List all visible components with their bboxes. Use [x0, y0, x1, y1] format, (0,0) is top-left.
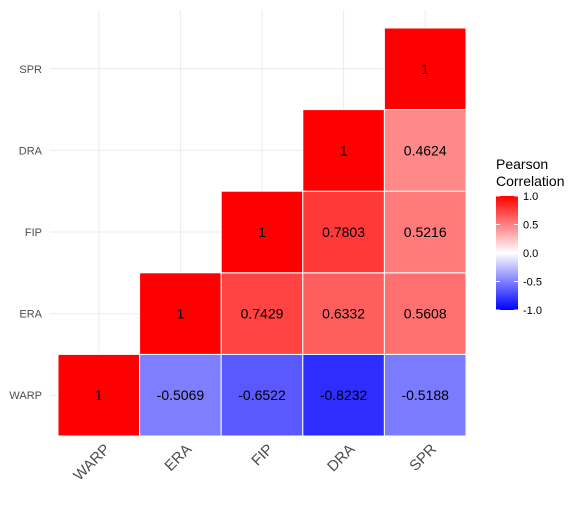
x-tick-label-fip: FIP	[248, 441, 277, 470]
cell-label-dra-era: 0.6332	[322, 306, 365, 322]
x-tick-label-warp: WARP	[70, 441, 113, 484]
y-tick-label-dra: DRA	[19, 145, 43, 157]
legend-ticks: 1.0 0.5 0.0 -0.5 -1.0	[496, 191, 542, 317]
heatmap-cell-fip-fip	[220, 190, 304, 274]
y-tick-label-fip: FIP	[25, 227, 42, 239]
cell-label-fip-warp: -0.6522	[238, 387, 286, 403]
cell-label-dra-dra: 1	[340, 142, 348, 158]
legend-tick-label: 1.0	[523, 191, 538, 203]
heatmap-cell-spr-fip	[383, 190, 467, 274]
legend: Pearson Correlation 1.0 0.5 0.0 -0.5 -1.0	[496, 156, 564, 317]
y-tick-label-spr: SPR	[19, 64, 42, 76]
heatmap-cell-spr-dra	[383, 109, 467, 192]
cell-label-spr-spr: 1	[421, 61, 429, 77]
heatmap-cells: 1 -0.5069 -0.6522 -0.8232 -0.5188 1 0.7429 0.63…	[57, 27, 467, 437]
heatmap-cell-dra-fip	[302, 190, 385, 274]
x-tick-label-dra: DRA	[324, 441, 358, 475]
cell-label-era-era: 1	[177, 306, 185, 322]
cell-label-spr-warp: -0.5188	[401, 387, 449, 403]
heatmap-cell-spr-era	[383, 272, 467, 355]
cell-label-dra-fip: 0.7803	[322, 224, 365, 240]
cell-label-fip-fip: 1	[258, 224, 266, 240]
heatmap-cell-era-era	[139, 272, 222, 355]
heatmap-cell-spr-spr	[383, 27, 467, 111]
x-tick-label-spr: SPR	[406, 441, 440, 475]
cell-label-era-warp: -0.5069	[157, 387, 205, 403]
legend-colorbar	[496, 196, 518, 310]
cell-label-spr-fip: 0.5216	[404, 224, 447, 240]
heatmap-cell-dra-dra	[302, 109, 385, 192]
cell-label-spr-era: 0.5608	[404, 306, 447, 322]
legend-title-line-2: Correlation	[496, 173, 564, 189]
x-axis-tick-labels: WARP ERA FIP DRA SPR	[70, 441, 440, 485]
legend-tick-label: -0.5	[523, 277, 542, 289]
cell-label-warp-warp: 1	[95, 387, 103, 403]
legend-title-line-1: Pearson	[496, 156, 548, 172]
legend-tick-label: 0.5	[523, 220, 538, 232]
cell-label-fip-era: 0.7429	[241, 306, 284, 322]
cell-label-spr-dra: 0.4624	[404, 142, 447, 158]
y-axis-tick-labels: WARP ERA FIP DRA SPR	[9, 64, 42, 402]
y-tick-label-era: ERA	[19, 309, 42, 321]
y-tick-label-warp: WARP	[9, 390, 42, 402]
legend-tick-label: 0.0	[523, 248, 538, 260]
legend-tick-label: -1.0	[523, 305, 542, 317]
heatmap-cell-dra-era	[302, 272, 385, 355]
x-tick-label-era: ERA	[161, 441, 195, 475]
cell-label-dra-warp: -0.8232	[320, 387, 368, 403]
